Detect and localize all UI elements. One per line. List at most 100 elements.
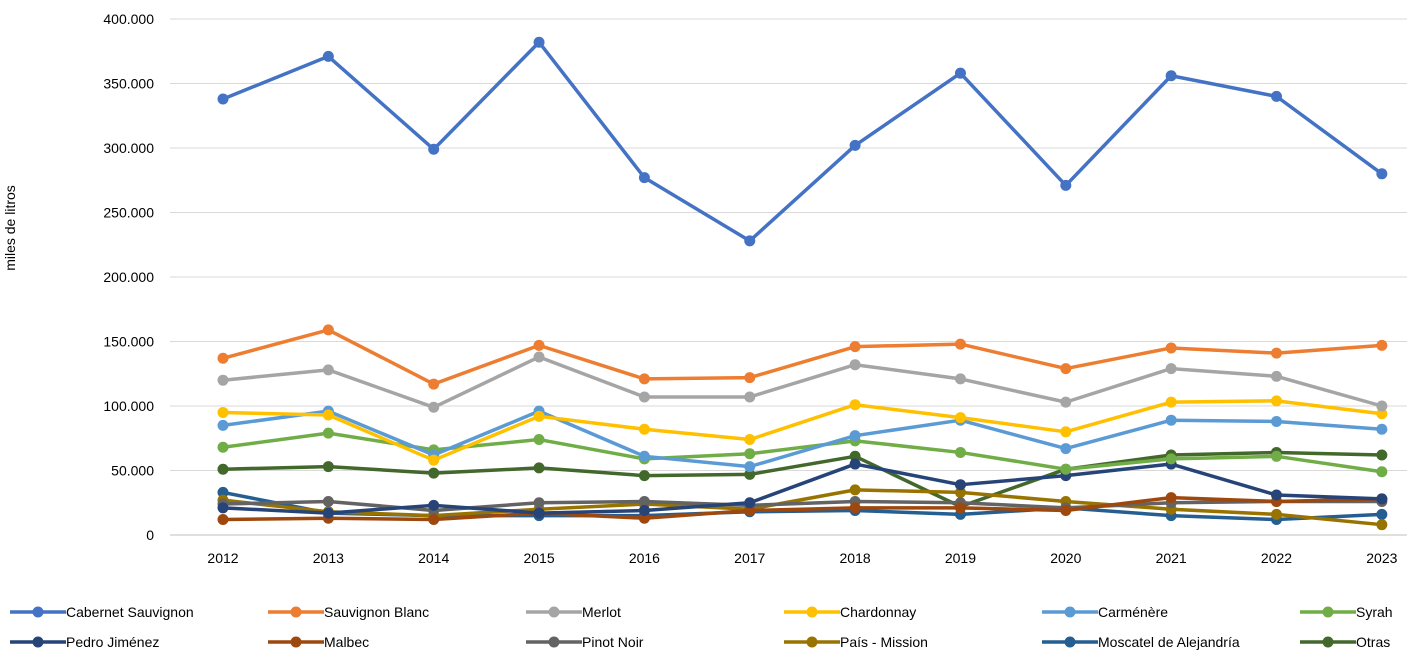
data-point [1376, 508, 1388, 520]
data-point [428, 378, 440, 390]
data-point [1271, 347, 1282, 359]
data-point [849, 341, 861, 353]
data-point [954, 446, 966, 458]
data-point [533, 36, 545, 48]
data-point [1165, 342, 1177, 354]
series-line [221, 499, 1384, 513]
legend-swatch-marker [806, 606, 818, 618]
legend-item: Pedro Jiménez [10, 634, 159, 650]
data-point [849, 139, 861, 151]
series-merlot [217, 351, 1388, 413]
legend-swatch-marker [1064, 606, 1076, 618]
data-point [1376, 423, 1388, 435]
legend-label: Carménère [1098, 604, 1168, 620]
data-point [638, 512, 650, 524]
data-point [533, 351, 545, 363]
data-point [533, 434, 545, 446]
data-point [1060, 443, 1072, 455]
x-tick-label: 2013 [313, 550, 344, 566]
x-tick-label: 2017 [734, 550, 765, 566]
series-line [221, 488, 1384, 527]
data-point [533, 497, 545, 509]
legend-swatch-marker [1322, 606, 1334, 618]
data-point [1376, 339, 1388, 351]
legend-item: Merlot [526, 604, 621, 620]
data-point [954, 486, 966, 498]
y-tick-label: 400.000 [103, 11, 154, 27]
legend-label: Pedro Jiménez [66, 634, 159, 650]
data-point [322, 409, 334, 421]
data-point [954, 502, 966, 514]
legend-swatch-marker [32, 636, 44, 648]
data-point [533, 507, 545, 519]
data-point [1376, 408, 1388, 420]
legend-label: Merlot [582, 604, 621, 620]
legend-item: País - Mission [784, 634, 928, 650]
y-tick-label: 50.000 [111, 463, 154, 479]
data-point [217, 441, 229, 453]
data-point [1060, 363, 1072, 375]
data-point [849, 484, 861, 496]
legend-swatch-marker [806, 636, 818, 648]
data-point [744, 235, 756, 247]
data-point [954, 373, 966, 385]
series-line [221, 355, 1384, 410]
data-point [428, 514, 440, 526]
x-tick-label: 2022 [1261, 550, 1292, 566]
data-point [322, 50, 334, 62]
legend-swatch-marker [290, 606, 302, 618]
legend-item: Chardonnay [784, 604, 916, 620]
data-point [1165, 396, 1177, 408]
data-point [1271, 450, 1282, 462]
data-point [744, 448, 756, 460]
data-point [1376, 400, 1388, 412]
legend-item: Malbec [268, 634, 369, 650]
legend-swatch-marker [1322, 636, 1334, 648]
data-point [1060, 463, 1072, 475]
data-point [1060, 396, 1072, 408]
data-point [849, 502, 861, 514]
data-point [1271, 415, 1282, 427]
legend-swatch-marker [32, 606, 44, 618]
data-point [1376, 466, 1388, 478]
data-point [638, 391, 650, 403]
data-point [1165, 492, 1177, 504]
data-point [638, 495, 650, 507]
data-point [1376, 519, 1388, 531]
x-tick-label: 2015 [523, 550, 554, 566]
series-line [221, 328, 1384, 386]
data-point [217, 406, 229, 418]
series-line [221, 399, 1384, 462]
data-point [1165, 363, 1177, 375]
legend-label: Moscatel de Alejandría [1098, 634, 1240, 650]
legend-item: Carménère [1042, 604, 1168, 620]
data-point [428, 454, 440, 466]
data-point [322, 364, 334, 376]
legend-item: Pinot Noir [526, 634, 644, 650]
data-point [217, 502, 229, 514]
data-point [533, 339, 545, 351]
legend-swatch-marker [548, 636, 560, 648]
data-point [1271, 370, 1282, 382]
series-line [221, 40, 1384, 243]
data-point [744, 497, 756, 509]
legend-swatch-marker [290, 636, 302, 648]
y-tick-label: 250.000 [103, 205, 154, 221]
legend-label: Pinot Noir [582, 634, 644, 650]
series-line [221, 450, 1384, 509]
legend-item: Otras [1300, 634, 1390, 650]
data-point [849, 430, 861, 442]
legend-swatch-marker [548, 606, 560, 618]
y-tick-label: 200.000 [103, 269, 154, 285]
data-point [217, 352, 229, 364]
data-point [954, 338, 966, 350]
legend-item: Sauvignon Blanc [268, 604, 429, 620]
series-line [221, 462, 1384, 515]
data-point [1060, 504, 1072, 516]
data-point [954, 479, 966, 491]
data-point [638, 423, 650, 435]
data-point [744, 504, 756, 516]
data-point [217, 486, 229, 498]
data-point [1376, 168, 1388, 180]
data-point [1165, 70, 1177, 82]
